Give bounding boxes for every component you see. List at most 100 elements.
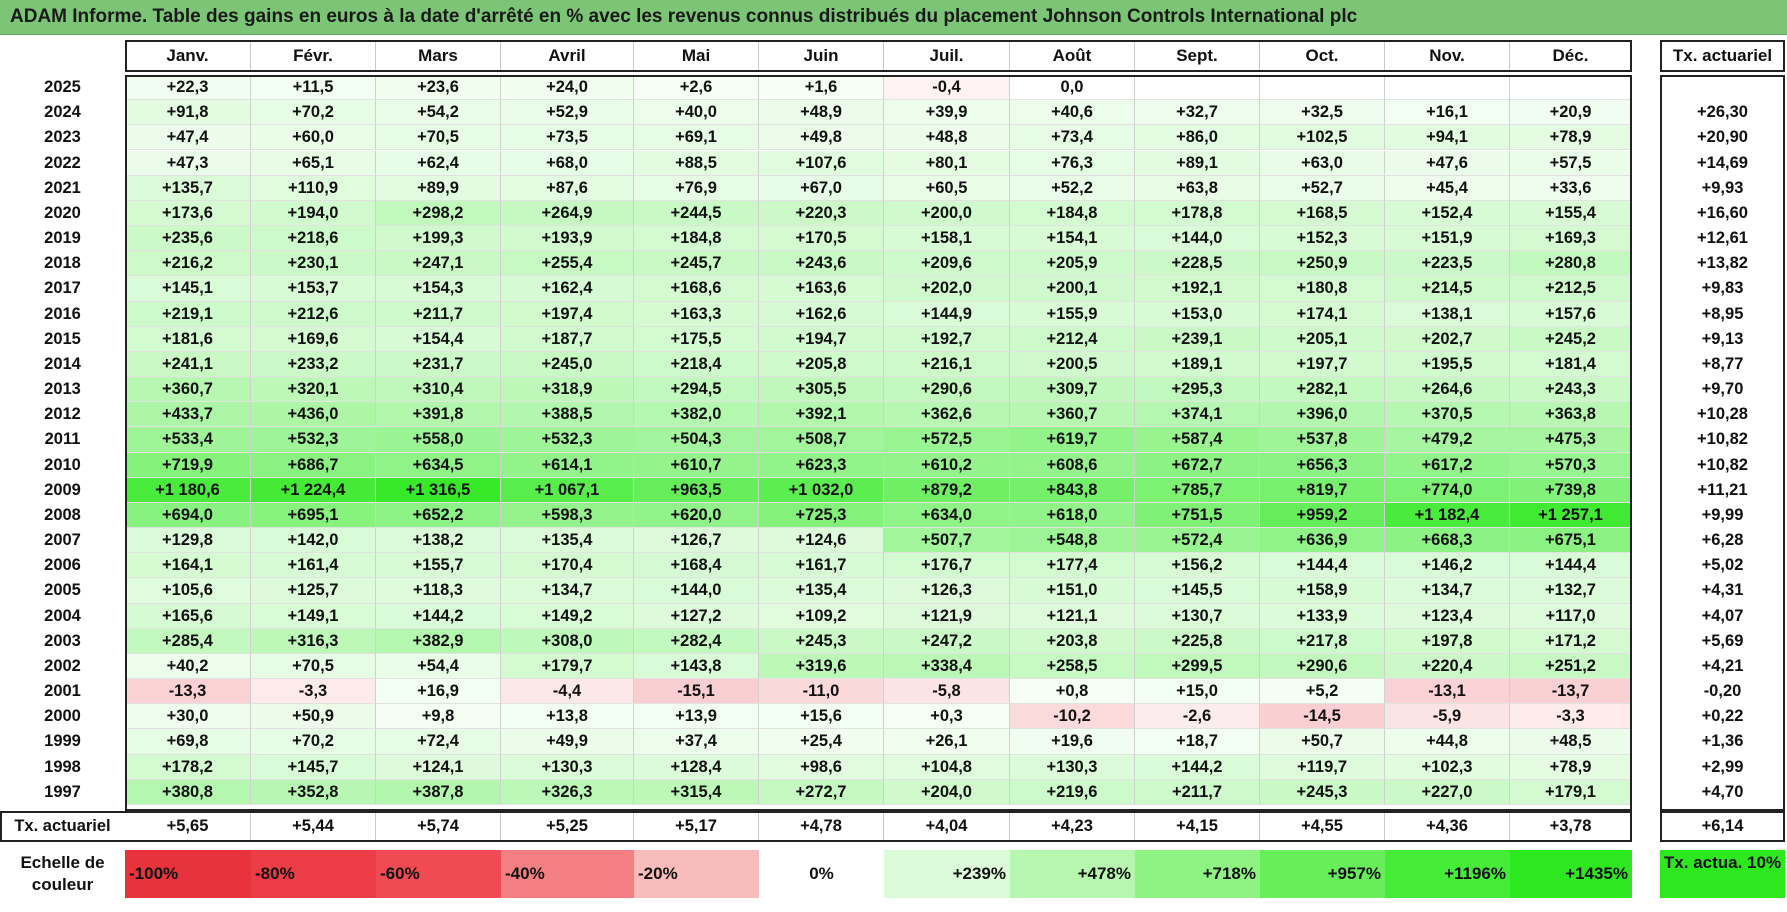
month-header: Oct.	[1260, 40, 1385, 72]
gain-cell: +214,5	[1385, 276, 1510, 302]
gain-cell: +308,0	[501, 628, 634, 654]
gain-cell: +30,0	[125, 704, 251, 730]
gain-cell: +197,8	[1385, 628, 1510, 654]
row-tx: +14,69	[1697, 153, 1748, 172]
gain-cell: +13,8	[501, 704, 634, 730]
gain-cell: +168,6	[634, 276, 759, 302]
gain-cell: +391,8	[376, 402, 501, 428]
row-year: 2016	[44, 304, 81, 323]
month-header: Févr.	[251, 40, 376, 72]
row-year: 2003	[44, 631, 81, 650]
gain-cell: +558,0	[376, 427, 501, 453]
gain-cell: +152,3	[1260, 226, 1385, 252]
gain-cell: +184,8	[1010, 200, 1135, 226]
gain-cell: +138,2	[376, 528, 501, 554]
gain-cell: +33,6	[1510, 175, 1632, 201]
gain-cell: +211,7	[376, 301, 501, 327]
gain-cell: +110,9	[251, 175, 376, 201]
month-header: Mars	[376, 40, 501, 72]
gain-cell: -3,3	[1510, 704, 1632, 730]
gain-cell: +197,4	[501, 301, 634, 327]
gain-cell: +47,6	[1385, 150, 1510, 176]
gain-cell: +70,5	[251, 653, 376, 680]
gain-cell: +587,4	[1135, 427, 1260, 453]
gain-cell: +126,7	[634, 528, 759, 554]
gain-cell: +548,8	[1010, 528, 1135, 554]
gain-cell: +504,3	[634, 427, 759, 453]
footer-label: Tx. actuariel	[14, 817, 111, 835]
gain-cell: +144,2	[376, 603, 501, 629]
gain-cell: +507,7	[884, 528, 1010, 554]
row-year: 2022	[44, 153, 81, 172]
gain-cell: +24,0	[501, 75, 634, 101]
month-header: Août	[1010, 40, 1135, 72]
gain-cell: +142,0	[251, 528, 376, 554]
gain-cell: +212,4	[1010, 326, 1135, 352]
gain-cell: +98,6	[759, 754, 884, 780]
gain-cell: +161,7	[759, 553, 884, 579]
gain-cell: -11,0	[759, 679, 884, 705]
footer-value: +5,65	[125, 811, 251, 842]
footer-value: +4,36	[1385, 811, 1510, 842]
gain-cell: +164,1	[125, 553, 251, 579]
gain-cell: +200,0	[884, 200, 1010, 226]
gain-cell: +76,3	[1010, 150, 1135, 176]
gain-cell: +168,4	[634, 553, 759, 579]
gain-cell: +133,9	[1260, 603, 1385, 629]
gain-cell: +290,6	[884, 377, 1010, 403]
gain-cell: -13,1	[1385, 679, 1510, 705]
gain-cell: +125,7	[251, 578, 376, 604]
month-header: Juil.	[884, 40, 1010, 72]
gain-cell: +169,3	[1510, 226, 1632, 252]
gain-cell: +245,3	[759, 628, 884, 654]
gain-cell: +124,1	[376, 754, 501, 780]
gain-cell: +436,0	[251, 402, 376, 428]
row-tx: +20,90	[1697, 128, 1748, 147]
gain-cell: +117,0	[1510, 603, 1632, 629]
gain-cell: +121,9	[884, 603, 1010, 629]
gain-cell: +16,1	[1385, 100, 1510, 126]
scale-step: -40%	[501, 850, 634, 898]
gain-cell: +22,3	[125, 75, 251, 101]
gain-cell: +396,0	[1260, 402, 1385, 428]
gain-cell: +40,6	[1010, 100, 1135, 126]
gain-cell: +212,6	[251, 301, 376, 327]
gain-cell: +69,8	[125, 729, 251, 755]
row-tx: +16,60	[1697, 203, 1748, 222]
gain-cell: +508,7	[759, 427, 884, 453]
gain-cell: +177,4	[1010, 553, 1135, 579]
gain-cell: +9,8	[376, 704, 501, 730]
row-year: 2013	[44, 380, 81, 399]
gain-cell: +785,7	[1135, 477, 1260, 503]
row-year: 2002	[44, 656, 81, 675]
gain-cell: +187,7	[501, 326, 634, 352]
gain-cell: +610,7	[634, 452, 759, 478]
gain-cell: +532,3	[251, 427, 376, 453]
gain-cell: +1 067,1	[501, 477, 634, 503]
gain-cell: +134,7	[1385, 578, 1510, 604]
gain-cell: +48,5	[1510, 729, 1632, 755]
gain-cell: +163,6	[759, 276, 884, 302]
gain-cell: +47,3	[125, 150, 251, 176]
gain-cell: +285,4	[125, 628, 251, 654]
gain-cell: +264,6	[1385, 377, 1510, 403]
gain-cell: +151,0	[1010, 578, 1135, 604]
gain-cell: +614,1	[501, 452, 634, 478]
gain-cell: +319,6	[759, 653, 884, 680]
gain-cell: +309,7	[1010, 377, 1135, 403]
gain-cell: +652,2	[376, 502, 501, 529]
month-header: Nov.	[1385, 40, 1510, 72]
gain-cell: +152,4	[1385, 200, 1510, 226]
gain-cell: -13,7	[1510, 679, 1632, 705]
gain-cell: +144,0	[634, 578, 759, 604]
gain-cell: -5,9	[1385, 704, 1510, 730]
gain-cell: +231,7	[376, 351, 501, 378]
gain-cell: +392,1	[759, 402, 884, 428]
gain-cell: +241,1	[125, 351, 251, 378]
row-tx: -0,20	[1703, 682, 1742, 701]
gain-cell: +156,2	[1135, 553, 1260, 579]
gain-cell: +118,3	[376, 578, 501, 604]
gain-cell: +362,6	[884, 402, 1010, 428]
title-bar: ADAM Informe. Table des gains en euros à…	[0, 0, 1787, 35]
gain-cell: +18,7	[1135, 729, 1260, 755]
